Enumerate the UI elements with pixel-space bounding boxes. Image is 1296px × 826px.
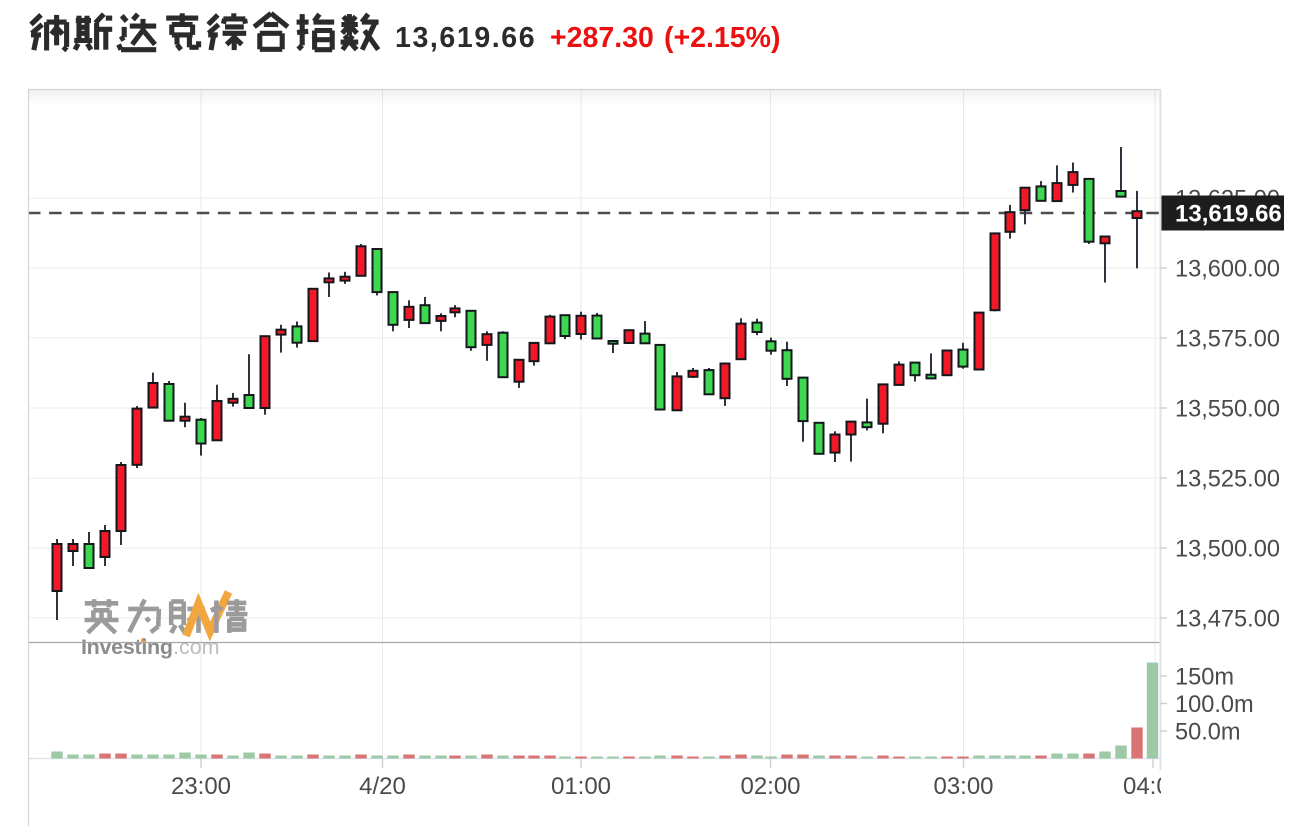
svg-text:13,475.00: 13,475.00 [1175, 607, 1280, 633]
svg-text:13,525.00: 13,525.00 [1175, 467, 1280, 493]
svg-text:03:00: 03:00 [933, 773, 993, 800]
svg-text:Investing: Investing [81, 635, 173, 659]
svg-text:.com: .com [173, 635, 220, 659]
svg-text:23:00: 23:00 [171, 773, 231, 800]
svg-text:(+2.15%): (+2.15%) [664, 22, 780, 54]
svg-text:04:00: 04:00 [1123, 773, 1183, 800]
svg-text:4/20: 4/20 [359, 773, 406, 800]
svg-text:13,575.00: 13,575.00 [1175, 327, 1280, 353]
svg-text:01:00: 01:00 [551, 773, 611, 800]
svg-text:13,550.00: 13,550.00 [1175, 397, 1280, 423]
svg-text:+287.30: +287.30 [550, 22, 654, 54]
svg-text:50.0m: 50.0m [1175, 720, 1241, 746]
svg-text:13,500.00: 13,500.00 [1175, 537, 1280, 563]
svg-text:02:00: 02:00 [740, 773, 800, 800]
svg-text:13,600.00: 13,600.00 [1175, 257, 1280, 283]
svg-text:13,619.66: 13,619.66 [395, 22, 536, 54]
svg-text:100.0m: 100.0m [1175, 692, 1254, 718]
svg-text:150m: 150m [1175, 665, 1234, 691]
svg-text:13,619.66: 13,619.66 [1175, 201, 1282, 228]
